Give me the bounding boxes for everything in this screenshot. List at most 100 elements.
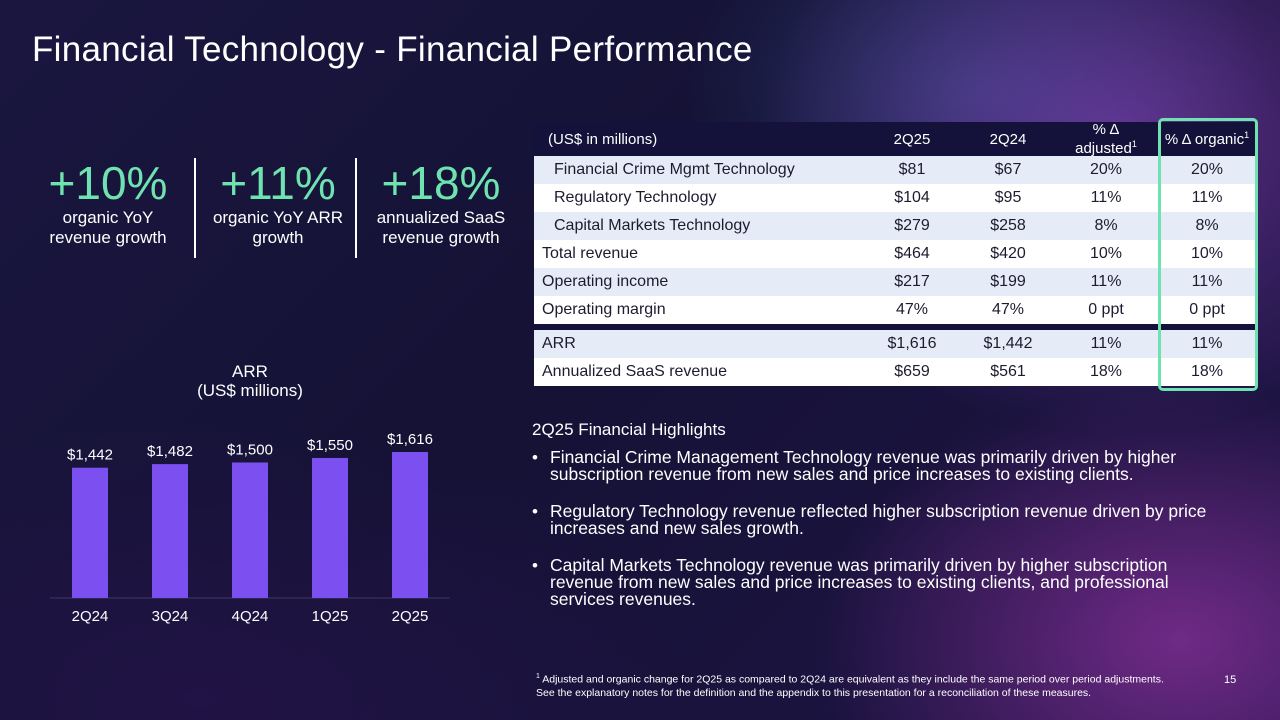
kpi-value: +11% (220, 157, 336, 209)
cell-2q25: $464 (864, 240, 960, 268)
data-label: $1,442 (67, 447, 113, 464)
cell-2q25: $104 (864, 184, 960, 212)
footnote-marker: 1 (1131, 139, 1137, 149)
page-number: 15 (1224, 674, 1237, 686)
data-label: $1,482 (147, 443, 193, 460)
kpi-label-line2: revenue growth (382, 228, 500, 247)
cell-2q25: $217 (864, 268, 960, 296)
kpi-label-line1: organic YoY ARR (212, 208, 344, 227)
kpi-divider (355, 158, 357, 258)
cell-2q24: $1,442 (960, 330, 1056, 358)
table-row: Regulatory Technology $104 $95 11% 11% (534, 184, 1258, 212)
header-organic: % Δ organic1 (1156, 122, 1258, 156)
row-label: Operating margin (534, 296, 864, 324)
row-label: Financial Crime Mgmt Technology (534, 156, 864, 184)
cell-organic: 20% (1156, 156, 1258, 184)
cell-organic: 10% (1156, 240, 1258, 268)
cell-2q25: 47% (864, 296, 960, 324)
table-row: ARR $1,616 $1,442 11% 11% (534, 330, 1258, 358)
table-row: Financial Crime Mgmt Technology $81 $67 … (534, 156, 1258, 184)
table-row: Annualized SaaS revenue $659 $561 18% 18… (534, 358, 1258, 386)
cell-adjusted: 18% (1056, 358, 1156, 386)
cell-2q24: $561 (960, 358, 1056, 386)
bar-2Q25 (392, 452, 428, 598)
data-label: $1,550 (307, 437, 353, 454)
bullet: • (532, 448, 538, 467)
footnote-marker: 1 (536, 673, 540, 680)
cell-2q24: $67 (960, 156, 1056, 184)
bullet: • (532, 556, 538, 575)
cell-2q25: $1,616 (864, 330, 960, 358)
header-organic-text: % Δ organic (1164, 131, 1245, 148)
cell-2q25: $659 (864, 358, 960, 386)
x-tick-label: 3Q24 (152, 608, 189, 625)
footnote-text: Adjusted and organic change for 2Q25 as … (536, 673, 1164, 699)
table-header-row: (US$ in millions) 2Q25 2Q24 % Δ adjusted… (534, 122, 1258, 156)
x-tick-label: 2Q24 (72, 608, 109, 625)
cell-adjusted: 8% (1056, 212, 1156, 240)
table-row: Operating margin 47% 47% 0 ppt 0 ppt (534, 296, 1258, 324)
cell-organic: 11% (1156, 184, 1258, 212)
cell-organic: 0 ppt (1156, 296, 1258, 324)
kpi-divider (194, 158, 196, 258)
page-title: Financial Technology - Financial Perform… (32, 30, 753, 69)
cell-organic: 11% (1156, 330, 1258, 358)
footnote-marker: 1 (1244, 130, 1250, 140)
kpi-value: +10% (48, 157, 168, 209)
cell-adjusted: 10% (1056, 240, 1156, 268)
highlight-text: Capital Markets Technology revenue was p… (550, 555, 1169, 609)
cell-2q24: $95 (960, 184, 1056, 212)
table-row: Capital Markets Technology $279 $258 8% … (534, 212, 1258, 240)
chart-title: ARR (US$ millions) (130, 362, 370, 400)
x-tick-label: 2Q25 (392, 608, 429, 625)
list-item: • Capital Markets Technology revenue was … (532, 555, 1232, 609)
bar-3Q24 (152, 464, 188, 598)
header-adjusted-line1: % Δ (1092, 121, 1120, 138)
bar-1Q25 (312, 457, 348, 598)
kpi-label-line1: organic YoY (62, 208, 154, 227)
chart-title-line1: ARR (232, 362, 268, 381)
row-label: Annualized SaaS revenue (534, 358, 864, 386)
cell-adjusted: 11% (1056, 330, 1156, 358)
kpi-organic-arr-growth: +11% organic YoY ARR growth (202, 158, 354, 248)
kpi-label-line2: revenue growth (49, 228, 167, 247)
cell-2q25: $279 (864, 212, 960, 240)
cell-adjusted: 11% (1056, 268, 1156, 296)
header-adjusted-text: adjusted (1075, 140, 1132, 157)
bar-4Q24 (232, 462, 268, 598)
x-tick-label: 4Q24 (232, 608, 269, 625)
row-label: Capital Markets Technology (534, 212, 864, 240)
list-item: • Financial Crime Management Technology r… (532, 447, 1232, 484)
kpi-label-line2: growth (252, 228, 304, 247)
separator-cell (534, 324, 1258, 330)
row-label: ARR (534, 330, 864, 358)
cell-organic: 8% (1156, 212, 1258, 240)
table-row: Total revenue $464 $420 10% 10% (534, 240, 1258, 268)
kpi-organic-revenue-growth: +10% organic YoY revenue growth (36, 158, 180, 248)
highlight-text: Regulatory Technology revenue reflected … (550, 501, 1207, 538)
table-row: Operating income $217 $199 11% 11% (534, 268, 1258, 296)
kpi-label-line1: annualized SaaS (376, 208, 506, 227)
header-label: (US$ in millions) (534, 122, 864, 156)
header-adjusted: % Δ adjusted1 (1056, 122, 1156, 156)
x-tick-label: 1Q25 (312, 608, 349, 625)
arr-bar-chart: $1,442 2Q24 $1,482 3Q24 $1,500 4Q24 $1,550 1Q25… (50, 431, 450, 625)
highlights-title: 2Q25 Financial Highlights (532, 420, 726, 439)
cell-2q24: $258 (960, 212, 1056, 240)
highlights-list: • Financial Crime Management Technology r… (532, 447, 1232, 628)
cell-2q24: 47% (960, 296, 1056, 324)
chart-title-line2: (US$ millions) (197, 381, 303, 400)
cell-2q24: $199 (960, 268, 1056, 296)
data-label: $1,500 (227, 441, 273, 458)
bullet: • (532, 502, 538, 521)
financial-table: (US$ in millions) 2Q25 2Q24 % Δ adjusted… (534, 122, 1258, 386)
row-label: Regulatory Technology (534, 184, 864, 212)
list-item: • Regulatory Technology revenue reflected… (532, 501, 1232, 538)
header-2q25: 2Q25 (864, 122, 960, 156)
highlight-text: Financial Crime Management Technology re… (550, 447, 1177, 484)
cell-2q24: $420 (960, 240, 1056, 268)
cell-adjusted: 0 ppt (1056, 296, 1156, 324)
cell-organic: 11% (1156, 268, 1258, 296)
kpi-saas-revenue-growth: +18% annualized SaaS revenue growth (364, 158, 518, 248)
cell-2q25: $81 (864, 156, 960, 184)
